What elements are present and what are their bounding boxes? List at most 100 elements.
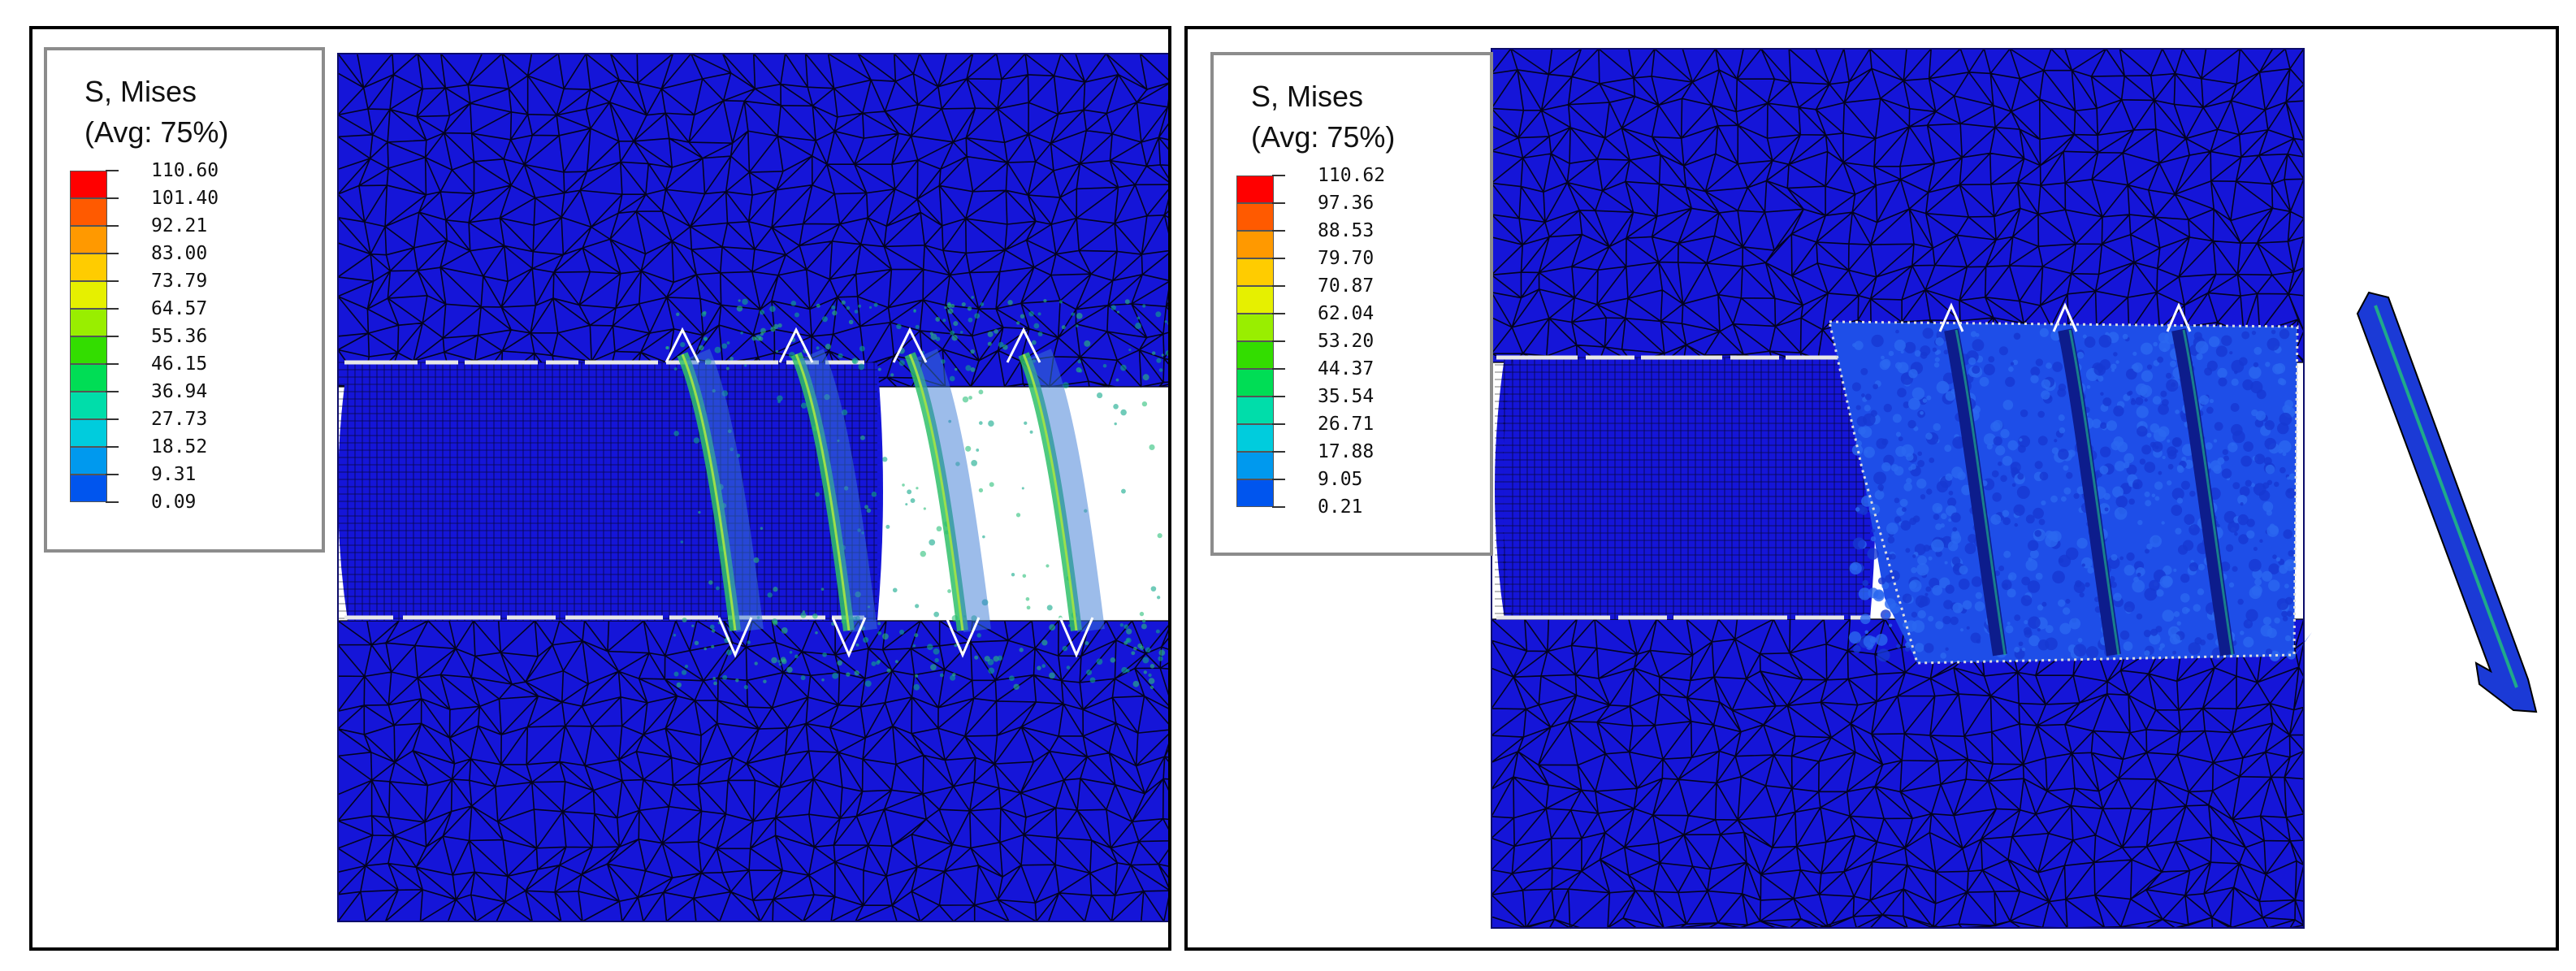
legend-title: S, Mises bbox=[1251, 80, 1364, 113]
scale-tick bbox=[1272, 451, 1285, 453]
stress-halo bbox=[665, 296, 1168, 691]
scale-tick bbox=[1272, 285, 1285, 287]
scale-swatch bbox=[70, 309, 107, 336]
scale-value: 35.54 bbox=[1318, 386, 1375, 407]
notch bbox=[717, 617, 753, 658]
scale-swatch bbox=[70, 171, 107, 198]
scale-value: 83.00 bbox=[151, 243, 208, 264]
scale-tick bbox=[1272, 506, 1285, 508]
rib-group bbox=[677, 349, 1105, 633]
mesh-block bbox=[337, 53, 1168, 388]
rib bbox=[911, 349, 991, 633]
notch bbox=[945, 617, 981, 658]
scale-value: 101.40 bbox=[151, 188, 219, 209]
mesh-block bbox=[1491, 618, 2305, 930]
scale-swatch bbox=[1236, 424, 1274, 452]
rib bbox=[1944, 328, 2007, 657]
scale-swatch bbox=[1236, 314, 1274, 341]
left-panel: S, Mises (Avg: 75%) 110.60 101.40 92.21 … bbox=[29, 26, 1171, 951]
scale-swatch bbox=[1236, 286, 1274, 314]
color-scale: 110.62 97.36 88.53 79.70 70.87 62.04 53.… bbox=[1236, 165, 1480, 533]
rib bbox=[2058, 328, 2121, 657]
mesh-block bbox=[337, 620, 1168, 922]
scale-swatch bbox=[70, 198, 107, 226]
scale-swatch bbox=[1236, 231, 1274, 258]
rib bbox=[1022, 353, 1078, 631]
scale-tick bbox=[106, 474, 119, 475]
bore-region bbox=[1503, 357, 1876, 619]
scale-tick bbox=[106, 363, 119, 365]
scale-tick bbox=[106, 336, 119, 337]
scale-value: 44.37 bbox=[1318, 358, 1375, 379]
scale-tick bbox=[1272, 396, 1285, 397]
scale-tick bbox=[106, 197, 119, 199]
scale-swatch bbox=[1236, 341, 1274, 369]
scale-value: 73.79 bbox=[151, 271, 208, 292]
notch bbox=[892, 327, 928, 363]
stress-legend: S, Mises (Avg: 75%) 110.60 101.40 92.21 … bbox=[44, 47, 325, 553]
scale-tick bbox=[1272, 368, 1285, 370]
scale-swatch bbox=[1236, 369, 1274, 397]
scale-tick bbox=[106, 253, 119, 254]
notch bbox=[1059, 617, 1094, 658]
scale-swatch bbox=[70, 419, 107, 447]
scale-value: 18.52 bbox=[151, 436, 208, 457]
scale-value: 9.31 bbox=[151, 464, 197, 485]
scale-value: 17.88 bbox=[1318, 441, 1375, 462]
scale-swatch bbox=[70, 336, 107, 364]
scale-tick bbox=[106, 391, 119, 392]
scale-tick bbox=[106, 225, 119, 227]
scale-swatch bbox=[70, 226, 107, 254]
scale-swatch bbox=[70, 281, 107, 309]
scale-tick bbox=[1272, 340, 1285, 342]
rib bbox=[908, 353, 964, 631]
bore-region bbox=[338, 362, 883, 621]
legend-subtitle: (Avg: 75%) bbox=[1251, 120, 1396, 154]
scale-tick bbox=[1272, 230, 1285, 232]
scale-value: 36.94 bbox=[151, 381, 208, 402]
notch bbox=[2052, 302, 2078, 332]
rib bbox=[681, 353, 737, 631]
scale-value: 92.21 bbox=[151, 215, 208, 236]
scale-tick bbox=[1272, 258, 1285, 259]
scale-swatch bbox=[70, 447, 107, 475]
mesh-view-intact bbox=[337, 53, 1168, 922]
detached-fragment bbox=[2356, 291, 2538, 713]
scale-value: 0.09 bbox=[151, 492, 197, 513]
rib bbox=[684, 349, 764, 633]
notch bbox=[2166, 302, 2192, 332]
mesh-view-fractured bbox=[1491, 48, 2538, 930]
scale-swatch bbox=[1236, 479, 1274, 507]
scale-swatch bbox=[70, 364, 107, 392]
scale-swatch bbox=[70, 254, 107, 281]
scale-value: 53.20 bbox=[1318, 331, 1375, 352]
scale-value: 110.60 bbox=[151, 160, 219, 181]
legend-subtitle: (Avg: 75%) bbox=[84, 115, 229, 149]
mesh-block bbox=[1491, 48, 2305, 363]
rib bbox=[1025, 349, 1105, 633]
scale-swatch bbox=[1236, 258, 1274, 286]
scale-tick bbox=[106, 170, 119, 171]
scale-value: 62.04 bbox=[1318, 303, 1375, 324]
scale-value: 110.62 bbox=[1318, 165, 1386, 186]
scale-swatch bbox=[70, 392, 107, 419]
scale-tick bbox=[106, 418, 119, 420]
scale-tick bbox=[106, 501, 119, 503]
scale-value: 70.87 bbox=[1318, 275, 1375, 297]
scale-tick bbox=[1272, 313, 1285, 314]
rib bbox=[798, 349, 877, 633]
scale-value: 9.05 bbox=[1318, 469, 1363, 490]
scale-tick bbox=[106, 446, 119, 448]
notch bbox=[1006, 327, 1041, 363]
scale-tick bbox=[1272, 479, 1285, 480]
scale-value: 0.21 bbox=[1318, 496, 1363, 518]
scale-tick bbox=[106, 280, 119, 282]
notch bbox=[831, 617, 867, 658]
scale-value: 55.36 bbox=[151, 326, 208, 347]
scale-value: 46.15 bbox=[151, 353, 208, 375]
rib bbox=[2171, 328, 2235, 657]
notch bbox=[778, 327, 814, 363]
scale-tick bbox=[106, 308, 119, 310]
scale-value: 26.71 bbox=[1318, 414, 1375, 435]
rib bbox=[794, 353, 851, 631]
